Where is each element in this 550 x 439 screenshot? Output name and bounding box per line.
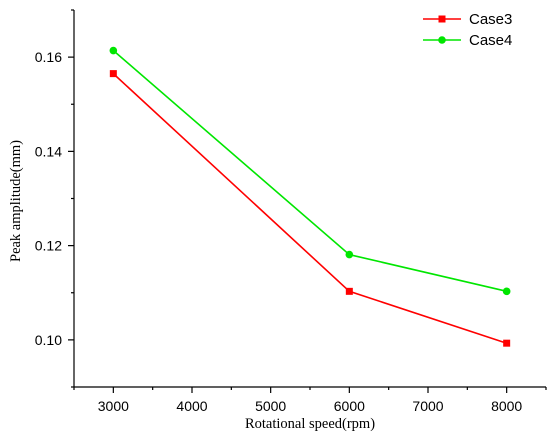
y-tick-label: 0.12: [35, 238, 62, 254]
x-tick-label: 8000: [491, 398, 522, 414]
x-tick-label: 6000: [334, 398, 365, 414]
y-axis-label: Peak amplitude(mm): [8, 140, 24, 262]
x-axis-label: Rotational speed(rpm): [245, 416, 375, 432]
legend-label: Case3: [469, 11, 512, 28]
x-ticks: 3000 4000 5000 6000 7000 8000: [73, 387, 547, 414]
legend-label: Case4: [469, 32, 512, 49]
y-tick-label: 0.14: [35, 143, 62, 159]
y-ticks: 0.10 0.12 0.14 0.16: [35, 9, 74, 388]
data-point: [502, 287, 511, 296]
data-point: [109, 46, 118, 55]
x-tick-label: 7000: [412, 398, 443, 414]
x-tick-label: 3000: [98, 398, 129, 414]
series-case4: [109, 46, 511, 296]
x-tick-label: 4000: [176, 398, 207, 414]
y-tick-label: 0.10: [35, 332, 62, 348]
series-group: [109, 46, 511, 347]
data-point: [345, 287, 353, 295]
legend-marker: [438, 36, 446, 44]
legend-item-case4: Case4: [423, 32, 512, 49]
data-point: [503, 339, 511, 347]
axes: [73, 10, 546, 388]
series-case3: [109, 70, 511, 347]
legend: Case3 Case4: [423, 11, 512, 49]
series-line: [112, 73, 507, 344]
x-tick-label: 5000: [255, 398, 286, 414]
legend-item-case3: Case3: [423, 11, 512, 28]
data-point: [345, 250, 354, 259]
legend-marker: [438, 15, 446, 23]
y-tick-label: 0.16: [35, 49, 62, 65]
data-point: [109, 70, 117, 78]
